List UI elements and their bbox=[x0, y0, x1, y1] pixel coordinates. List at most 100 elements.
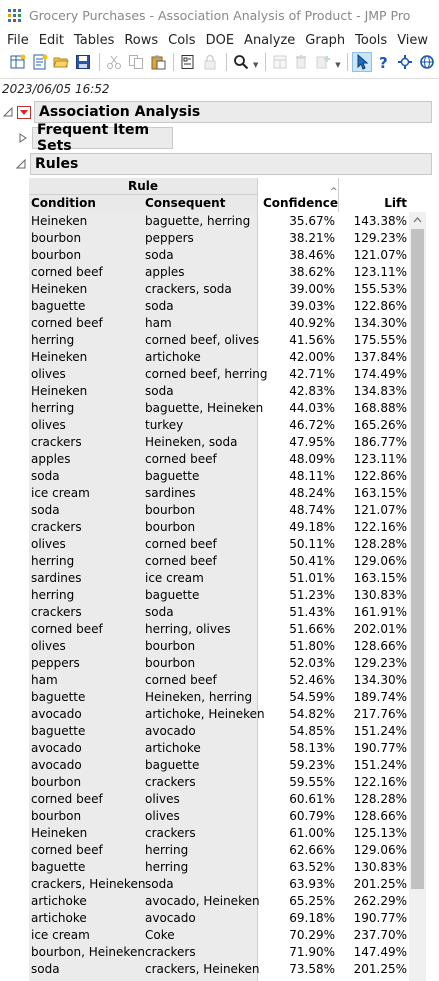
table-row[interactable]: bourbon soda 38.46% 121.07% bbox=[29, 247, 409, 264]
lift-cell: 125.13% bbox=[353, 826, 407, 840]
new-data-table-icon[interactable] bbox=[8, 52, 28, 72]
menu-view[interactable]: View bbox=[397, 32, 429, 48]
table-row[interactable]: Heineken baguette, herring 35.67% 143.38% bbox=[29, 213, 409, 230]
menu-tools[interactable]: Tools bbox=[355, 32, 388, 48]
table-row[interactable]: olives corned beef, herring 42.71% 174.49% bbox=[29, 366, 409, 383]
menu-graph[interactable]: Graph bbox=[305, 32, 346, 48]
table-row[interactable]: Heineken artichoke 42.00% 137.84% bbox=[29, 349, 409, 366]
header-lift[interactable]: Lift bbox=[384, 196, 407, 210]
table-row[interactable]: ice cream Coke 70.29% 237.70% bbox=[29, 927, 409, 944]
table-row[interactable]: soda crackers, Heineken 73.58% 201.25% bbox=[29, 961, 409, 978]
header-consequent[interactable]: Consequent bbox=[145, 196, 226, 210]
table-row[interactable]: baguette herring 63.52% 130.83% bbox=[29, 859, 409, 876]
menu-cols[interactable]: Cols bbox=[168, 32, 196, 48]
table-row[interactable]: bourbon crackers 59.55% 122.16% bbox=[29, 774, 409, 791]
new-icon[interactable] bbox=[313, 52, 333, 72]
confidence-cell: 39.03% bbox=[289, 299, 335, 313]
vertical-scrollbar[interactable] bbox=[409, 212, 426, 981]
consequent-cell: ham bbox=[145, 316, 172, 330]
scroll-up-icon[interactable] bbox=[409, 212, 426, 228]
copy-icon[interactable] bbox=[126, 52, 146, 72]
table-row[interactable]: olives turkey 46.72% 165.26% bbox=[29, 417, 409, 434]
disclosure-open-icon[interactable] bbox=[3, 107, 13, 117]
table-row[interactable]: bourbon, Heineken crackers 71.90% 147.49% bbox=[29, 944, 409, 961]
arrow-cursor-icon[interactable] bbox=[351, 52, 372, 72]
menu-tables[interactable]: Tables bbox=[73, 32, 115, 48]
menu-rows[interactable]: Rows bbox=[124, 32, 159, 48]
search-icon[interactable] bbox=[231, 52, 251, 72]
confidence-cell: 40.92% bbox=[289, 316, 335, 330]
layout-icon[interactable] bbox=[270, 52, 290, 72]
lock-icon[interactable] bbox=[200, 52, 220, 72]
table-row[interactable]: herring baguette 51.23% 130.83% bbox=[29, 587, 409, 604]
consequent-cell: avocado bbox=[145, 911, 196, 925]
consequent-cell: corned beef, herring bbox=[145, 367, 268, 381]
condition-cell: olives bbox=[31, 537, 66, 551]
disclosure-open-icon[interactable] bbox=[16, 159, 26, 169]
table-row[interactable]: avocado baguette 59.23% 151.24% bbox=[29, 757, 409, 774]
table-row[interactable]: corned beef herring 62.66% 129.06% bbox=[29, 842, 409, 859]
header-lift-cell[interactable]: Lift bbox=[339, 178, 409, 212]
table-row[interactable]: bourbon peppers 38.21% 129.23% bbox=[29, 230, 409, 247]
red-triangle-menu-icon[interactable] bbox=[17, 105, 31, 119]
help-icon[interactable]: ? bbox=[374, 52, 394, 72]
frequent-item-sets-title[interactable]: Frequent Item Sets bbox=[32, 122, 173, 154]
table-row[interactable]: herring corned beef, olives 41.56% 175.55% bbox=[29, 332, 409, 349]
table-row[interactable]: corned beef apples 38.62% 123.11% bbox=[29, 264, 409, 281]
menu-edit[interactable]: Edit bbox=[38, 32, 64, 48]
table-row[interactable]: corned beef herring, olives 51.66% 202.01% bbox=[29, 621, 409, 638]
table-row[interactable]: baguette Heineken, herring 54.59% 189.74% bbox=[29, 689, 409, 706]
table-row[interactable]: artichoke avocado, Heineken 65.25% 262.29% bbox=[29, 893, 409, 910]
table-row[interactable]: soda bourbon 48.74% 121.07% bbox=[29, 502, 409, 519]
table-row[interactable]: herring baguette, Heineken 44.03% 168.88% bbox=[29, 400, 409, 417]
table-row[interactable]: ham corned beef 52.46% 134.30% bbox=[29, 672, 409, 689]
header-confidence-cell[interactable]: Confidence bbox=[257, 178, 339, 212]
table-row[interactable]: Heineken crackers, soda 39.00% 155.53% bbox=[29, 281, 409, 298]
rules-title[interactable]: Rules bbox=[30, 153, 432, 175]
table-row[interactable]: crackers Heineken, soda 47.95% 186.77% bbox=[29, 434, 409, 451]
table-row[interactable]: crackers soda 51.43% 161.91% bbox=[29, 604, 409, 621]
menu-doe[interactable]: DOE bbox=[205, 32, 235, 48]
table-row[interactable]: sardines ice cream 51.01% 163.15% bbox=[29, 570, 409, 587]
header-condition[interactable]: Condition bbox=[31, 196, 96, 210]
table-row[interactable]: avocado artichoke 58.13% 190.77% bbox=[29, 740, 409, 757]
cut-icon[interactable] bbox=[104, 52, 124, 72]
table-row[interactable]: herring corned beef 50.41% 129.06% bbox=[29, 553, 409, 570]
table-row[interactable]: bourbon olives 60.79% 128.66% bbox=[29, 808, 409, 825]
new-script-icon[interactable] bbox=[30, 52, 50, 72]
scrollbar-thumb[interactable] bbox=[411, 229, 424, 889]
menu-bar: File Edit Tables Rows Cols DOE Analyze G… bbox=[0, 30, 439, 50]
menu-analyze[interactable]: Analyze bbox=[244, 32, 296, 48]
table-row[interactable]: Heineken crackers 61.00% 125.13% bbox=[29, 825, 409, 842]
table-row[interactable]: Heineken soda 42.83% 134.83% bbox=[29, 383, 409, 400]
save-icon[interactable] bbox=[73, 52, 93, 72]
globe-icon[interactable] bbox=[417, 52, 437, 72]
table-row[interactable]: olives bourbon 51.80% 128.66% bbox=[29, 638, 409, 655]
table-row[interactable]: baguette soda 39.03% 122.86% bbox=[29, 298, 409, 315]
table-row[interactable]: soda baguette 48.11% 122.86% bbox=[29, 468, 409, 485]
table-row[interactable]: olives corned beef 50.11% 128.28% bbox=[29, 536, 409, 553]
disclosure-closed-icon[interactable] bbox=[18, 133, 28, 143]
open-icon[interactable] bbox=[52, 52, 72, 72]
crosshair-icon[interactable] bbox=[396, 52, 416, 72]
chevron-down-icon[interactable]: ▼ bbox=[335, 61, 341, 69]
table-row[interactable]: crackers, Heineken soda 63.93% 201.25% bbox=[29, 876, 409, 893]
delete-icon[interactable] bbox=[291, 52, 311, 72]
condition-cell: bourbon, Heineken bbox=[31, 945, 145, 959]
journal-icon[interactable] bbox=[178, 52, 198, 72]
table-row[interactable]: avocado artichoke, Heineken 54.82% 217.76% bbox=[29, 706, 409, 723]
chevron-down-icon[interactable]: ▼ bbox=[253, 61, 259, 69]
consequent-cell: avocado, Heineken bbox=[145, 894, 260, 908]
table-row[interactable]: peppers bourbon 52.03% 129.23% bbox=[29, 655, 409, 672]
table-row[interactable]: apples corned beef 48.09% 123.11% bbox=[29, 451, 409, 468]
header-confidence[interactable]: Confidence bbox=[263, 196, 339, 210]
table-row[interactable]: corned beef olives 60.61% 128.28% bbox=[29, 791, 409, 808]
table-row[interactable]: crackers bourbon 49.18% 122.16% bbox=[29, 519, 409, 536]
menu-file[interactable]: File bbox=[7, 32, 29, 48]
lift-cell: 201.25% bbox=[353, 877, 407, 891]
paste-icon[interactable] bbox=[148, 52, 168, 72]
table-row[interactable]: ice cream sardines 48.24% 163.15% bbox=[29, 485, 409, 502]
table-row[interactable]: baguette avocado 54.85% 151.24% bbox=[29, 723, 409, 740]
table-row[interactable]: artichoke avocado 69.18% 190.77% bbox=[29, 910, 409, 927]
table-row[interactable]: corned beef ham 40.92% 134.30% bbox=[29, 315, 409, 332]
